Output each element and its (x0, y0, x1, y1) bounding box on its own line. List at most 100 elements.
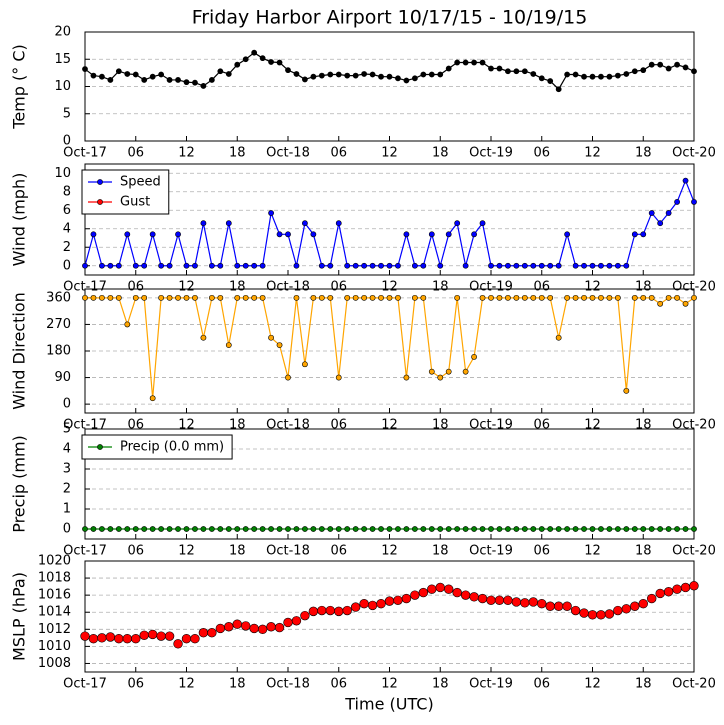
x-tick-label: 06 (533, 280, 550, 295)
x-tick-label: Oct-20 (672, 677, 716, 692)
data-point (420, 262, 427, 269)
x-tick-label: Oct-20 (672, 146, 716, 161)
data-point (158, 262, 165, 269)
data-point (682, 300, 689, 307)
y-tick-label: 10 (54, 166, 71, 181)
data-point (369, 71, 376, 78)
data-point (132, 526, 139, 532)
data-point (579, 608, 589, 618)
data-point (318, 526, 325, 532)
data-point (530, 71, 537, 77)
legend: Precip (0.0 mm) (81, 434, 233, 460)
y-axis-label: Temp (° C) (10, 44, 29, 129)
data-point (293, 526, 300, 532)
data-point (124, 321, 131, 328)
data-point (513, 294, 520, 301)
data-point (242, 526, 249, 532)
data-point (310, 526, 317, 532)
data-point (511, 597, 522, 607)
data-point (547, 262, 554, 269)
data-point (352, 526, 359, 532)
data-point (547, 526, 554, 532)
data-point (401, 593, 412, 604)
x-tick-label: 18 (432, 677, 449, 692)
x-tick-label: 18 (635, 677, 652, 692)
data-point (674, 61, 680, 68)
y-tick-label: 1020 (38, 554, 71, 569)
x-tick-label: 12 (381, 280, 398, 295)
data-point (462, 526, 469, 532)
y-tick-label: 270 (46, 317, 71, 332)
data-point (570, 605, 581, 616)
x-tick-label: 12 (178, 146, 195, 161)
data-point (581, 73, 587, 80)
y-tick-label: 4 (63, 221, 71, 236)
data-point (378, 294, 384, 301)
data-point (621, 604, 632, 614)
data-point (648, 526, 655, 532)
data-point (149, 395, 156, 402)
data-point (445, 526, 452, 532)
x-tick-label: 18 (635, 418, 652, 433)
data-point (411, 262, 418, 269)
data-point (361, 262, 368, 269)
data-point (352, 262, 359, 269)
data-point (225, 342, 232, 348)
data-point (386, 73, 393, 80)
data-point (173, 639, 183, 649)
x-tick-label: 06 (330, 146, 347, 161)
data-point (158, 71, 165, 78)
data-point (158, 526, 165, 532)
legend: Speed Gust (81, 169, 170, 215)
data-point (302, 526, 308, 532)
data-point (581, 526, 587, 532)
chart-title: Friday Harbor Airport 10/17/15 - 10/19/1… (192, 7, 588, 29)
y-tick-label: 90 (54, 370, 71, 385)
data-point (175, 231, 181, 238)
data-point (454, 526, 461, 532)
data-point (411, 294, 418, 301)
data-point (428, 71, 435, 78)
data-point (99, 526, 105, 532)
x-tick-label: 18 (229, 544, 246, 559)
data-point (183, 262, 190, 269)
data-point (386, 526, 393, 532)
x-tick-label: 12 (381, 418, 398, 433)
data-point (691, 199, 697, 205)
data-point (657, 61, 664, 68)
data-point (395, 294, 401, 301)
data-point (606, 262, 613, 269)
data-point (614, 72, 621, 79)
data-point (293, 71, 300, 77)
data-point (469, 592, 479, 602)
data-point (420, 71, 427, 78)
data-point (445, 65, 452, 72)
y-tick-label: 3 (63, 462, 71, 477)
y-tick-label: 15 (54, 52, 71, 67)
y-tick-label: 1010 (38, 639, 71, 654)
data-point (530, 262, 537, 269)
data-point (361, 71, 368, 77)
data-point (225, 526, 232, 532)
data-point (647, 593, 657, 604)
data-point (479, 526, 486, 532)
data-point (581, 262, 587, 269)
data-point (462, 368, 469, 375)
data-point (352, 294, 359, 301)
data-point (149, 73, 156, 80)
data-point (454, 294, 461, 301)
data-point (156, 631, 166, 641)
data-point (217, 68, 224, 75)
data-point (200, 334, 207, 341)
data-point (149, 526, 156, 532)
x-tick-label: Oct-19 (469, 544, 513, 559)
data-point (503, 595, 513, 605)
data-point (268, 210, 274, 216)
x-tick-label: 06 (330, 544, 347, 559)
data-point (640, 231, 647, 238)
axes-frame (84, 31, 695, 142)
data-point (454, 59, 461, 66)
data-point (505, 68, 511, 75)
x-tick-label: Oct-20 (672, 280, 716, 295)
